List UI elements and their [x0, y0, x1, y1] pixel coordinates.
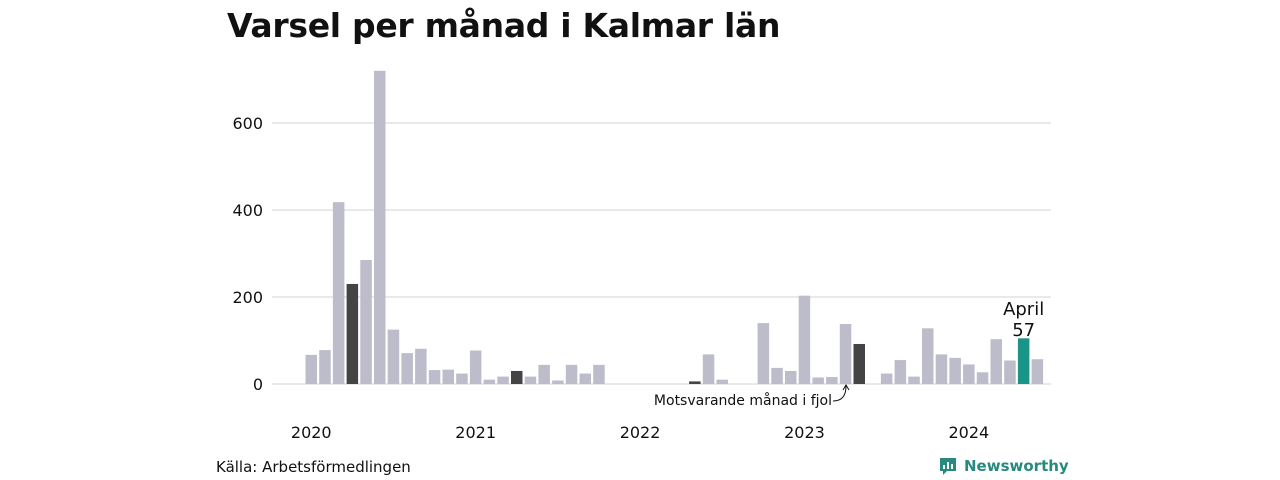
- bar: [826, 377, 838, 384]
- bar: [538, 364, 550, 384]
- bar: [442, 369, 454, 384]
- bar: [497, 376, 509, 384]
- x-tick-label: 2023: [784, 423, 825, 442]
- bar: [1004, 360, 1016, 384]
- bar: [524, 376, 537, 384]
- bar: [1031, 359, 1044, 384]
- bar: [593, 364, 605, 384]
- bar: [456, 373, 468, 384]
- bar: [757, 323, 770, 384]
- bar: [839, 323, 852, 384]
- x-tick-label: 2021: [455, 423, 496, 442]
- bar: [374, 70, 386, 385]
- x-tick-label: 2024: [948, 423, 989, 442]
- bar: [894, 360, 907, 384]
- brand-name: Newsworthy: [964, 457, 1069, 475]
- bar: [963, 364, 975, 384]
- bar: [798, 295, 811, 384]
- brand-logo: Newsworthy: [938, 456, 1069, 476]
- bar: [771, 367, 783, 384]
- bar: [360, 260, 372, 384]
- bar: [346, 283, 359, 384]
- callout-month-label: April: [1003, 299, 1044, 320]
- bar: [401, 353, 413, 384]
- source-label: Källa: Arbetsförmedlingen: [216, 458, 411, 476]
- bar: [552, 380, 564, 384]
- bar: [332, 202, 345, 384]
- bar: [387, 329, 400, 384]
- bar: [702, 354, 715, 384]
- bar: [990, 339, 1002, 384]
- bar: [305, 354, 317, 384]
- bar: [689, 381, 701, 384]
- bar: [976, 372, 989, 384]
- x-tick-label: 2020: [291, 423, 332, 442]
- bar: [853, 343, 865, 384]
- y-tick-label: 200: [232, 288, 263, 307]
- bar-chart: 0 200 400 600 2020 2021 2022 2023 2024 April 57…: [232, 70, 1051, 442]
- x-tick-label: 2022: [620, 423, 661, 442]
- chart-title: Varsel per månad i Kalmar län: [227, 6, 781, 45]
- bar: [908, 376, 920, 384]
- bar: [319, 350, 331, 384]
- bar: [935, 354, 948, 384]
- y-tick-label: 0: [253, 375, 263, 394]
- bar: [579, 373, 591, 384]
- callout-value-label: 57: [1012, 320, 1035, 341]
- bar: [511, 370, 523, 384]
- newsworthy-logo-icon: [940, 458, 956, 475]
- annotation-label: Motsvarande månad i fjol: [654, 392, 832, 409]
- bar: [483, 379, 496, 384]
- y-tick-label: 600: [232, 114, 263, 133]
- bar: [812, 377, 824, 384]
- bar: [949, 357, 961, 384]
- bar: [415, 348, 427, 384]
- bar: [716, 379, 728, 384]
- y-tick-label: 400: [232, 201, 263, 220]
- bar: [1017, 338, 1030, 384]
- annotation-arrow: [832, 384, 850, 402]
- bar: [469, 350, 482, 384]
- bar: [428, 370, 441, 384]
- bar: [880, 373, 893, 384]
- bar: [565, 364, 578, 384]
- bar: [785, 370, 797, 384]
- bar: [922, 328, 934, 384]
